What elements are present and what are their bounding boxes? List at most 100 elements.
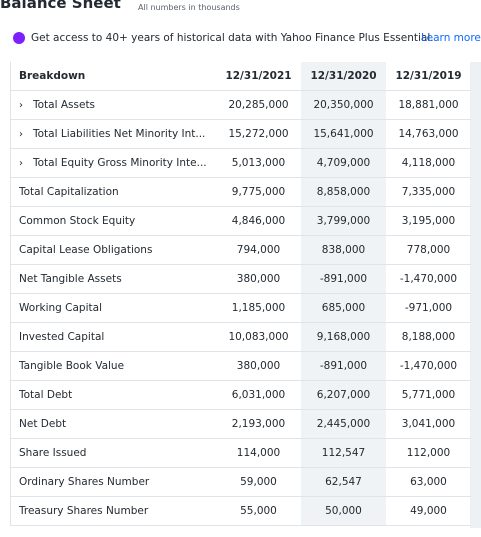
value-cell: -891,000 xyxy=(301,264,386,294)
row-label: Invested Capital xyxy=(19,331,105,343)
table-body: › Total Assets 20,285,000 20,350,000 18,881,… xyxy=(11,90,471,526)
icon xyxy=(13,32,25,44)
row-label-cell: › Total Equity Gross Minority Inte... xyxy=(11,148,216,178)
value-cell: 7,335,000 xyxy=(386,177,471,207)
row-label: Total Debt xyxy=(19,389,73,401)
value-cell: 380,000 xyxy=(216,351,301,381)
row-label-cell: › Total Assets xyxy=(11,90,216,120)
row-label-cell: Total Capitalization xyxy=(11,177,216,207)
value-cell: 4,709,000 xyxy=(301,148,386,178)
column-header: 12/31/2020 xyxy=(301,62,386,91)
promo: Get access to 40+ years of historical da… xyxy=(13,32,434,44)
table-row: Common Stock Equity 4,846,000 3,799,000 3,1… xyxy=(11,206,471,236)
row-label: Tangible Book Value xyxy=(19,360,125,372)
column-header: 12/31/2021 xyxy=(216,62,301,91)
value-cell: 63,000 xyxy=(386,467,471,497)
value-cell: 10,083,000 xyxy=(216,322,301,352)
row-label[interactable]: Total Assets xyxy=(33,99,96,111)
value-cell: -971,000 xyxy=(386,293,471,323)
value-cell: 6,207,000 xyxy=(301,380,386,410)
table-row: Tangible Book Value 380,000 -891,000 -1,470… xyxy=(11,351,471,381)
row-label-cell: Working Capital xyxy=(11,293,216,323)
value-cell: 59,000 xyxy=(216,467,301,497)
value-cell: 685,000 xyxy=(301,293,386,323)
chevron[interactable]: › xyxy=(19,100,23,111)
table-row[interactable]: › Total Equity Gross Minority Inte... 5,01… xyxy=(11,148,471,178)
promo-text: Get access to 40+ years of historical da… xyxy=(31,32,434,44)
row-label[interactable]: Total Liabilities Net Minority Int... xyxy=(33,128,206,140)
value-cell: 5,771,000 xyxy=(386,380,471,410)
row-label: Net Debt xyxy=(19,418,67,430)
value-cell: 14,763,000 xyxy=(386,119,471,149)
table-row[interactable]: › Total Liabilities Net Minority Int... 15… xyxy=(11,119,471,149)
table-row: Total Debt 6,031,000 6,207,000 5,771,000 xyxy=(11,380,471,410)
value-cell: 4,846,000 xyxy=(216,206,301,236)
value-cell: 8,858,000 xyxy=(301,177,386,207)
row-label-cell: Capital Lease Obligations xyxy=(11,235,216,265)
value-cell: 3,195,000 xyxy=(386,206,471,236)
row-label[interactable]: Total Equity Gross Minority Inte... xyxy=(33,157,207,169)
value-cell: 8,188,000 xyxy=(386,322,471,352)
row-label: Ordinary Shares Number xyxy=(19,476,150,488)
value-cell: 1,185,000 xyxy=(216,293,301,323)
table: Breakdown 12/31/2021 12/31/2020 12/31/2019 ›… xyxy=(11,62,471,526)
header-row: Breakdown 12/31/2021 12/31/2020 12/31/2019 xyxy=(11,62,471,91)
table-row: Capital Lease Obligations 794,000 838,000 7… xyxy=(11,235,471,265)
value-cell: 380,000 xyxy=(216,264,301,294)
row-label: Share Issued xyxy=(19,447,87,459)
table-row: Ordinary Shares Number 59,000 62,547 63,000 xyxy=(11,467,471,497)
row-label: Capital Lease Obligations xyxy=(19,244,153,256)
value-cell: 112,547 xyxy=(301,438,386,468)
value-cell: 3,041,000 xyxy=(386,409,471,439)
table-row[interactable]: › Total Assets 20,285,000 20,350,000 18,881,… xyxy=(11,90,471,120)
column-header: 12/31/2019 xyxy=(386,62,471,91)
row-label-cell: Invested Capital xyxy=(11,322,216,352)
row-label: Total Capitalization xyxy=(19,186,119,198)
table-row: Working Capital 1,185,000 685,000 -971,000 xyxy=(11,293,471,323)
value-cell: 9,168,000 xyxy=(301,322,386,352)
row-label: Treasury Shares Number xyxy=(19,505,149,517)
value-cell: 15,272,000 xyxy=(216,119,301,149)
table-row: Invested Capital 10,083,000 9,168,000 8,188… xyxy=(11,322,471,352)
value-cell: 62,547 xyxy=(301,467,386,497)
value-cell: 3,799,000 xyxy=(301,206,386,236)
value-cell: 838,000 xyxy=(301,235,386,265)
value-cell: 55,000 xyxy=(216,496,301,526)
table-row: Net Tangible Assets 380,000 -891,000 -1,470… xyxy=(11,264,471,294)
value-cell: 114,000 xyxy=(216,438,301,468)
row-label-cell: Net Debt xyxy=(11,409,216,439)
table-wrap: Breakdown 12/31/2021 12/31/2020 12/31/2019 ›… xyxy=(10,62,471,526)
value-cell: 2,193,000 xyxy=(216,409,301,439)
row-label-cell: Total Debt xyxy=(11,380,216,410)
learn-more[interactable]: Learn more xyxy=(421,32,481,44)
scroll-strip xyxy=(470,62,481,528)
row-label: Common Stock Equity xyxy=(19,215,136,227)
table-row: Total Capitalization 9,775,000 8,858,000 7,… xyxy=(11,177,471,207)
value-cell: 112,000 xyxy=(386,438,471,468)
value-cell: 4,118,000 xyxy=(386,148,471,178)
row-label-cell: Share Issued xyxy=(11,438,216,468)
table-row: Net Debt 2,193,000 2,445,000 3,041,000 xyxy=(11,409,471,439)
table-row: Treasury Shares Number 55,000 50,000 49,000 xyxy=(11,496,471,526)
row-label-cell: Tangible Book Value xyxy=(11,351,216,381)
value-cell: 20,285,000 xyxy=(216,90,301,120)
table-row: Share Issued 114,000 112,547 112,000 xyxy=(11,438,471,468)
chevron[interactable]: › xyxy=(19,158,23,169)
column-header: Breakdown xyxy=(11,62,216,91)
row-label-cell: Common Stock Equity xyxy=(11,206,216,236)
value-cell: 50,000 xyxy=(301,496,386,526)
note: All numbers in thousands xyxy=(138,3,240,12)
value-cell: 20,350,000 xyxy=(301,90,386,120)
value-cell: 6,031,000 xyxy=(216,380,301,410)
value-cell: 5,013,000 xyxy=(216,148,301,178)
title: Balance Sheet xyxy=(0,0,121,12)
value-cell: 18,881,000 xyxy=(386,90,471,120)
value-cell: 49,000 xyxy=(386,496,471,526)
value-cell: 9,775,000 xyxy=(216,177,301,207)
value-cell: -891,000 xyxy=(301,351,386,381)
chevron[interactable]: › xyxy=(19,129,23,140)
value-cell: 2,445,000 xyxy=(301,409,386,439)
row-label-cell: Net Tangible Assets xyxy=(11,264,216,294)
row-label: Working Capital xyxy=(19,302,102,314)
